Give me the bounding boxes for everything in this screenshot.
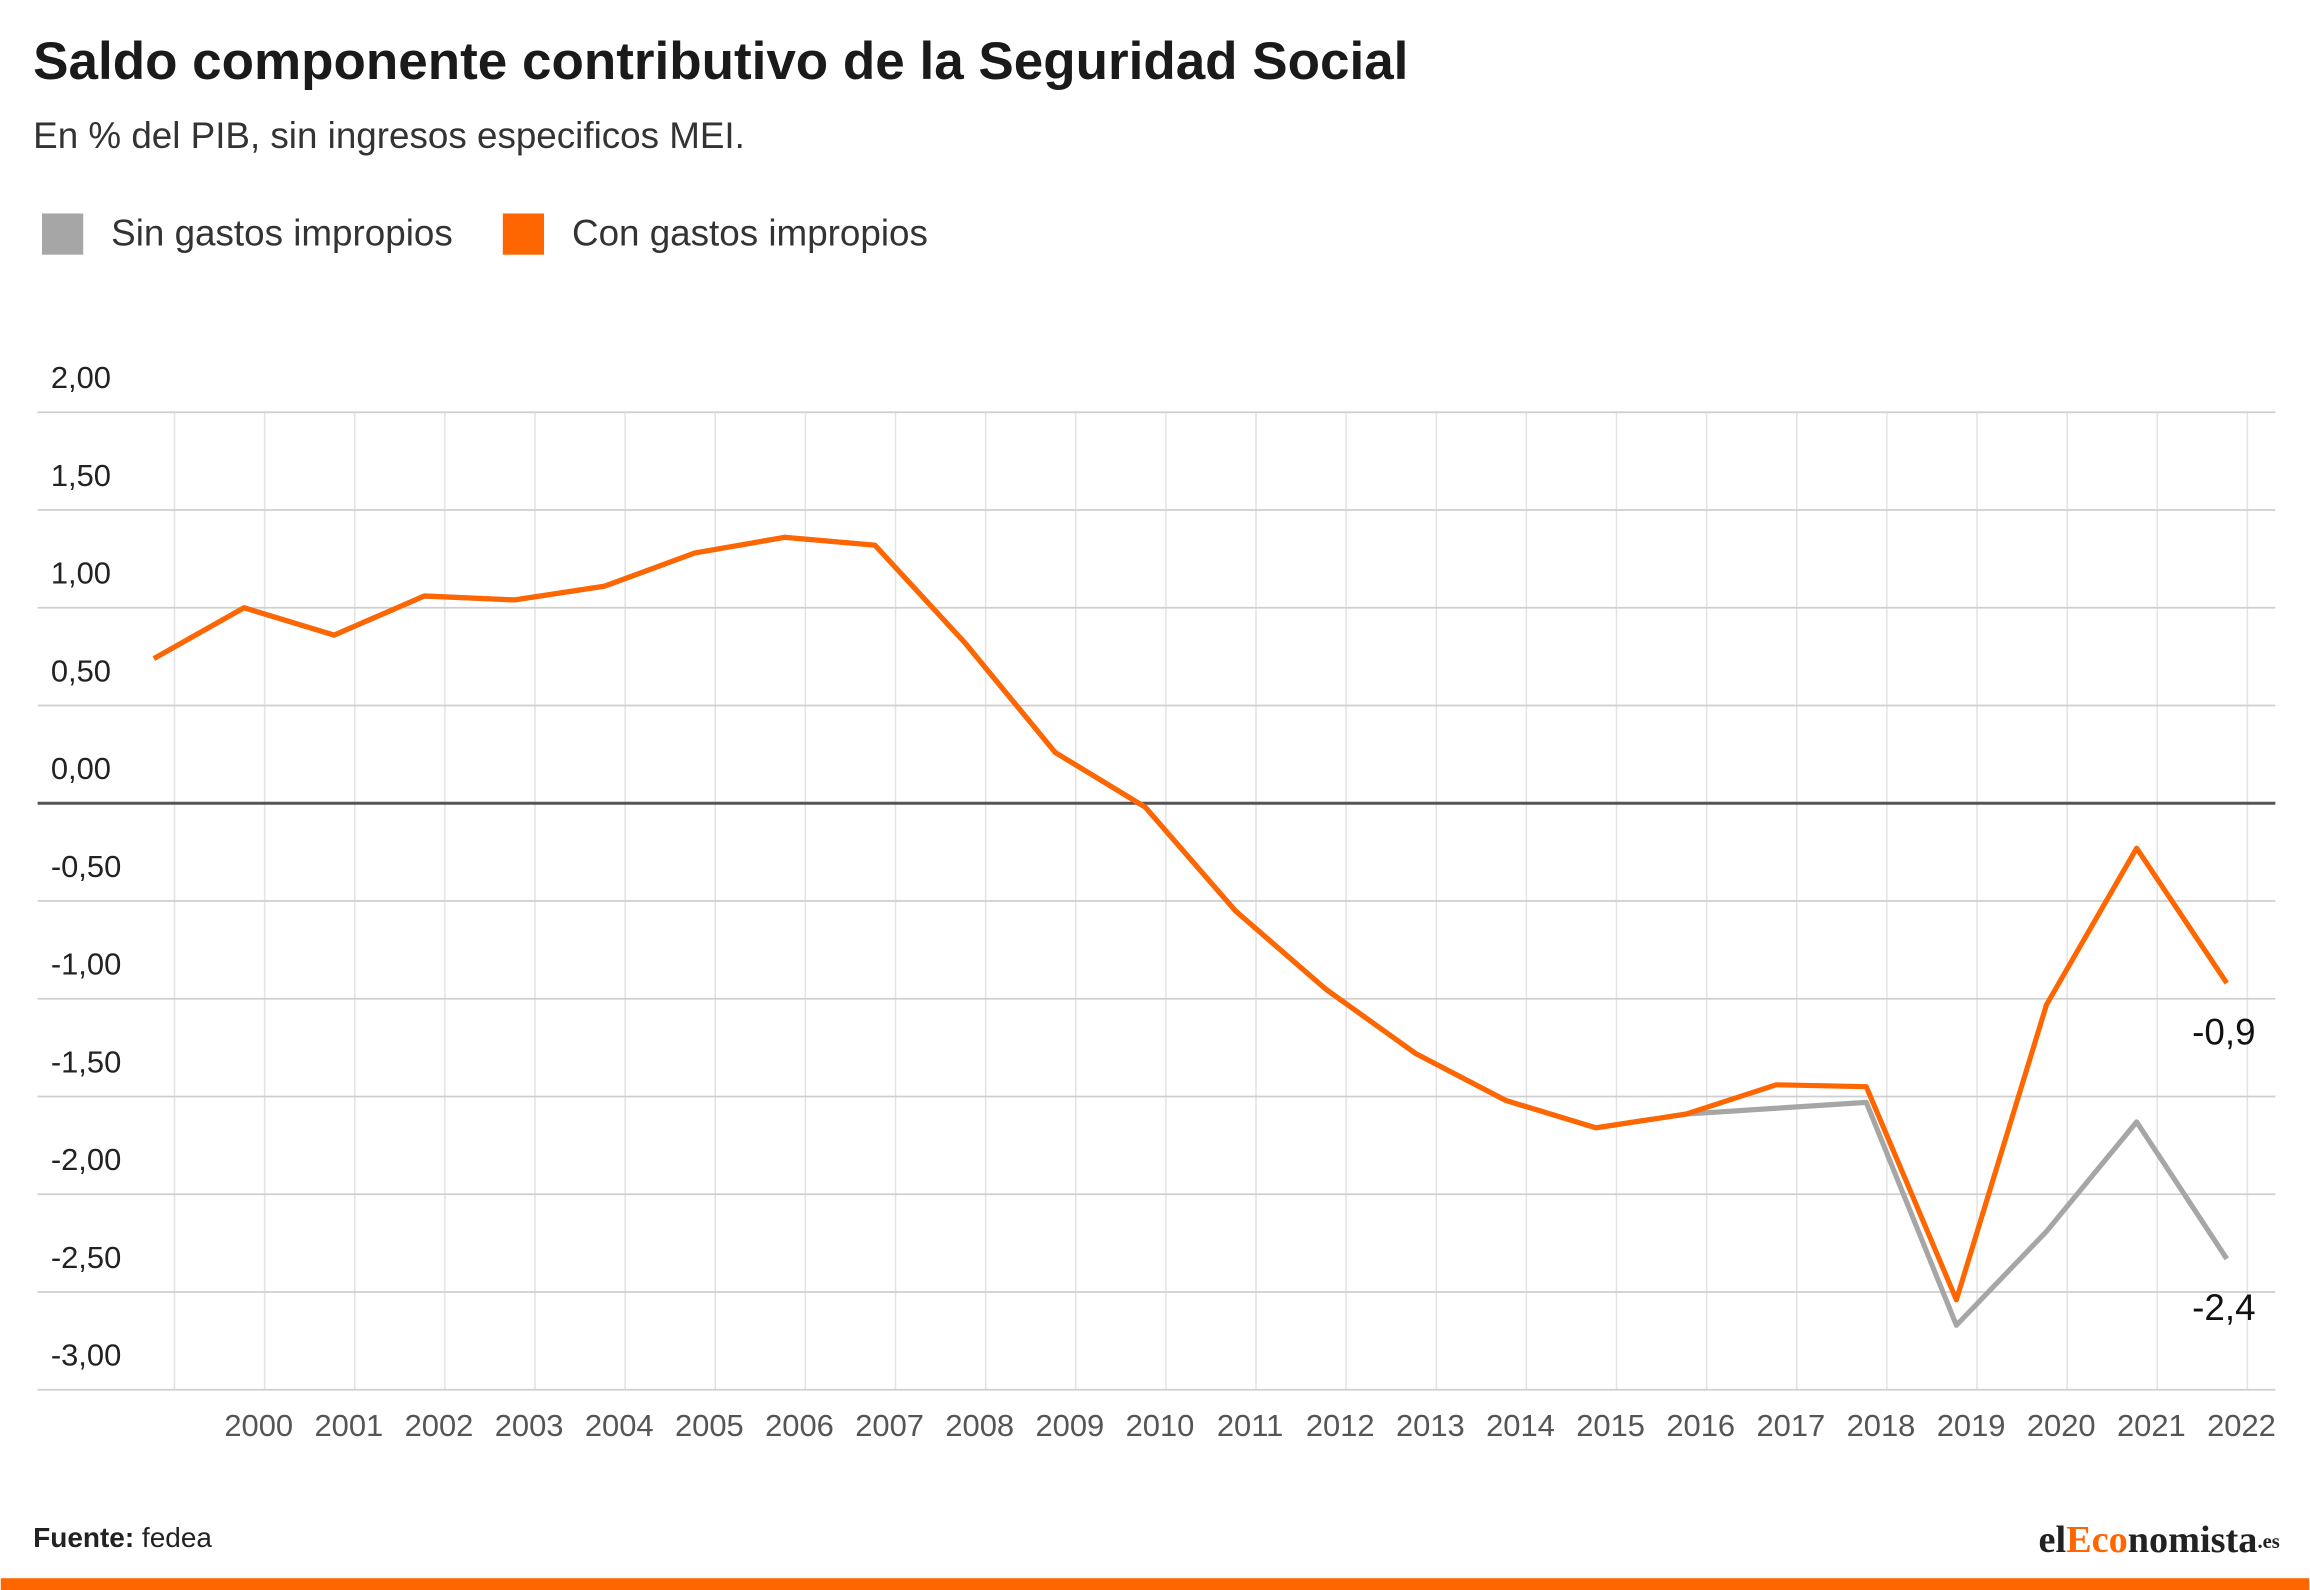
- x-tick-label: 2014: [1486, 1408, 1555, 1443]
- legend-label: Sin gastos impropios: [111, 212, 453, 253]
- x-tick-label: 2016: [1666, 1408, 1735, 1443]
- series-line: [152, 534, 2229, 1303]
- y-tick-label: -1,50: [51, 1044, 121, 1079]
- logo-part: Eco: [2066, 1519, 2128, 1561]
- x-tick-label: 2015: [1576, 1408, 1645, 1443]
- x-tick-label: 2011: [1217, 1408, 1283, 1443]
- y-tick-label: 0,50: [51, 653, 111, 688]
- y-tick-label: -2,50: [51, 1240, 121, 1275]
- y-tick-label: 0,00: [51, 751, 111, 786]
- x-tick-label: 2010: [1126, 1408, 1195, 1443]
- chart-subtitle: En % del PIB, sin ingresos especificos M…: [33, 115, 745, 156]
- x-tick-label: 2007: [855, 1408, 924, 1443]
- logo-part: el: [2038, 1519, 2066, 1561]
- x-tick-label: 2005: [675, 1408, 744, 1443]
- x-tick-label: 2013: [1396, 1408, 1465, 1443]
- x-tick-label: 2006: [765, 1408, 834, 1443]
- y-tick-label: -2,00: [51, 1142, 121, 1177]
- legend-label: Con gastos impropios: [572, 212, 928, 253]
- y-tick-label: -1,00: [51, 947, 121, 982]
- x-tick-label: 2012: [1306, 1408, 1375, 1443]
- x-tick-label: 2019: [1937, 1408, 2006, 1443]
- legend-swatch: [502, 213, 545, 255]
- bottom-bar: [0, 1578, 2310, 1590]
- x-tick-label: 2021: [2117, 1408, 2186, 1443]
- source-label: Fuente:: [33, 1522, 134, 1553]
- y-tick-label: -3,00: [51, 1338, 121, 1373]
- x-tick-label: 2000: [224, 1408, 293, 1443]
- x-tick-label: 2003: [495, 1408, 564, 1443]
- legend-swatch: [42, 213, 84, 255]
- legend: Sin gastos impropios Con gastos impropios: [42, 212, 928, 255]
- x-tick-label: 2017: [1756, 1408, 1825, 1443]
- x-tick-label: 2002: [405, 1408, 474, 1443]
- x-tick-label: 2009: [1035, 1408, 1104, 1443]
- y-tick-label: 1,00: [51, 556, 111, 591]
- x-tick-label: 2004: [585, 1408, 654, 1443]
- source-name: fedea: [142, 1522, 212, 1553]
- x-tick-label: 2001: [314, 1408, 383, 1443]
- logo-part: .es: [2257, 1531, 2279, 1553]
- x-tick-label: 2018: [1847, 1408, 1916, 1443]
- y-tick-label: 1,50: [51, 458, 111, 493]
- logo-part: nomista: [2128, 1519, 2258, 1561]
- y-tick-label: 2,00: [51, 360, 111, 395]
- x-tick-label: 2008: [945, 1408, 1014, 1443]
- plot: 2000 2001 2002 2003 2004 2005 2006 2007 2008 2009…: [37, 360, 2276, 1443]
- logo: elEconomista.es: [2038, 1519, 2279, 1561]
- y-tick-label: -0,50: [51, 849, 121, 884]
- chart-title: Saldo componente contributivo de la Segu…: [33, 32, 1408, 91]
- value-label: -2,4: [2192, 1287, 2255, 1328]
- value-label: -0,9: [2192, 1011, 2255, 1052]
- x-tick-label: 2020: [2027, 1408, 2096, 1443]
- source: Fuente: fedea: [33, 1522, 212, 1553]
- x-tick-label: 2022: [2207, 1408, 2276, 1443]
